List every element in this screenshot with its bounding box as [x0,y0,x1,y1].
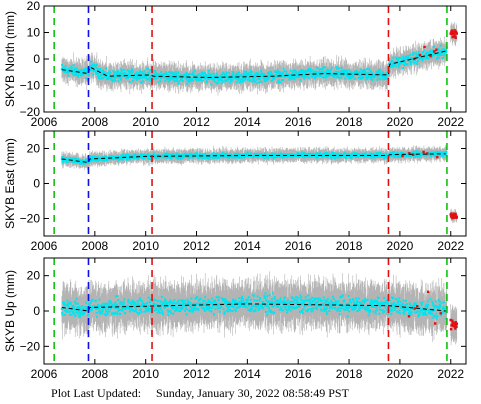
footer-label: Plot Last Updated: [51,386,142,400]
x-tick-label: 2016 [285,239,312,253]
x-tick-label: 2008 [81,115,108,129]
x-tick-label: 2022 [437,239,464,253]
data-layer [60,22,458,96]
y-tick-label: 10 [27,26,41,40]
x-tick-label: 2020 [387,115,414,129]
panel-0: 2006 2008 2010 2012 2014 2016 2018 2020 2022−20−… [3,0,467,129]
x-tick-label: 2018 [336,115,363,129]
outlier-points [407,290,458,331]
x-tick-label: 2010 [132,115,159,129]
x-tick-label: 2018 [336,239,363,253]
x-tick-label: 2006 [31,239,58,253]
y-tick-label: −20 [20,339,41,353]
panel-1: 2006 2008 2010 2012 2014 2016 2018 2020 2022 −20 0… [3,130,467,253]
x-tick-label: 2014 [234,367,261,381]
x-tick-label: 2022 [437,367,464,381]
y-axis-label: SKYB North (mm) [3,11,17,107]
x-tick-label: 2010 [132,367,159,381]
data-layer [60,144,458,223]
y-tick-label: 20 [27,142,41,156]
y-tick-label: 0 [33,177,40,191]
x-tick-label: 2012 [183,115,210,129]
model-line [61,303,446,312]
x-tick-label: 2022 [437,115,464,129]
data-points [60,292,448,320]
x-tick-label: 2018 [336,367,363,381]
x-tick-label: 2006 [31,115,58,129]
footer-timestamp: Sunday, January 30, 2022 08:58:49 PST [156,386,349,400]
x-tick-label: 2010 [132,239,159,253]
y-tick-label: 20 [27,269,41,283]
x-tick-label: 2016 [285,367,312,381]
y-tick-label: −20 [20,212,41,226]
outlier-points [412,29,458,61]
y-tick-label: 0 [33,52,40,66]
x-tick-label: 2014 [234,115,261,129]
x-tick-label: 2016 [285,115,312,129]
outlier-points [401,150,458,220]
y-tick-label: −10 [20,79,41,93]
y-axis-label: SKYB East (mm) [3,138,17,229]
x-tick-label: 2008 [81,367,108,381]
panel-2: 2006 2008 2010 2012 2014 2016 2018 2020 2022 −20 0… [3,257,467,381]
x-tick-label: 2008 [81,239,108,253]
data-points [60,150,448,165]
model-line [61,153,446,164]
y-tick-label: 0 [33,304,40,318]
y-axis-label: SKYB Up (mm) [3,270,17,352]
x-tick-label: 2006 [31,367,58,381]
x-tick-label: 2014 [234,239,261,253]
y-tick-label: 20 [27,0,41,13]
plot-footer: Plot Last Updated: Sunday, January 30, 2… [0,386,400,401]
y-tick-label: −20 [20,105,41,119]
plot-frame [43,130,467,237]
x-tick-label: 2012 [183,239,210,253]
model-line [61,50,446,79]
x-tick-label: 2012 [183,367,210,381]
x-tick-label: 2020 [387,367,414,381]
data-layer [60,271,458,346]
data-points [60,44,448,86]
x-tick-label: 2020 [387,239,414,253]
